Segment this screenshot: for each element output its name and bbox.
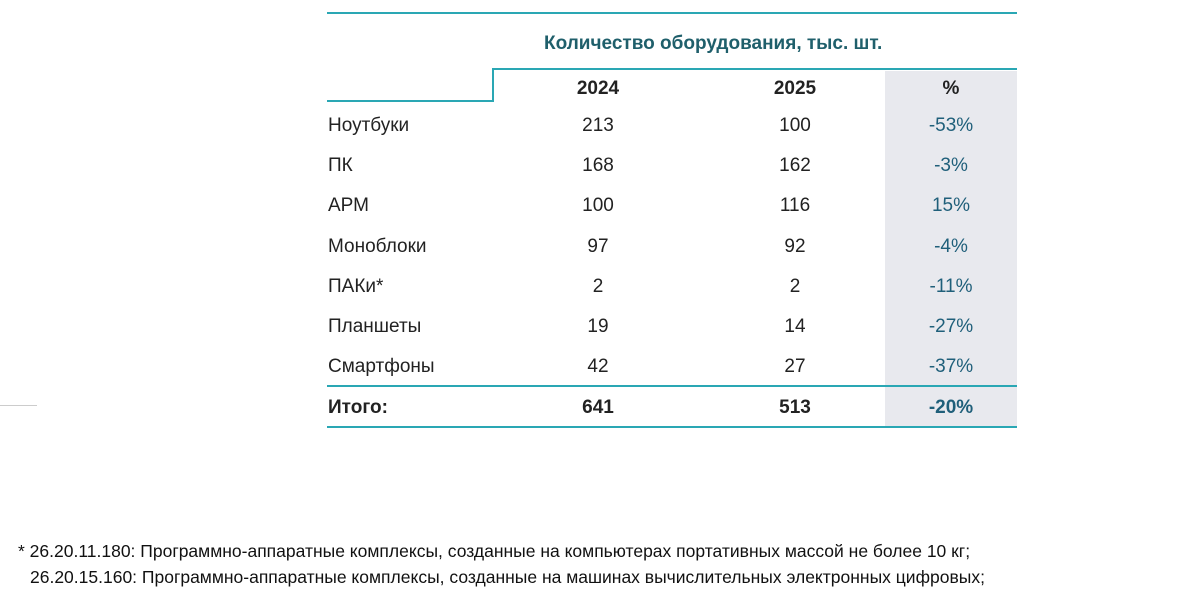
percent-column-bg (885, 71, 1017, 427)
cell-value: 2 (789, 275, 801, 297)
total-value: 641 (582, 397, 614, 418)
row-label: Смартфоны (328, 356, 435, 378)
row-label: Планшеты (328, 316, 422, 337)
table-title: Количество оборудования, тыс. шт. (544, 33, 883, 54)
bottom-rule (327, 426, 1017, 428)
cell-value: -53% (928, 115, 974, 136)
cell-value: -37% (928, 356, 974, 378)
cell-value: 19 (587, 316, 609, 337)
cell-value: 168 (582, 155, 614, 177)
header-rule-left (327, 100, 494, 102)
total-value: 513 (779, 397, 811, 418)
cell-value: -3% (934, 155, 968, 177)
cell-value: 116 (779, 195, 811, 217)
header-rule (493, 68, 1017, 70)
cell-value: -27% (928, 316, 974, 337)
total-value: -20% (928, 397, 974, 418)
cell-value: 27 (784, 356, 806, 378)
cell-value: 97 (587, 235, 609, 257)
cell-value: 100 (582, 195, 614, 217)
cell-value: 2 (592, 275, 604, 297)
column-header: 2025 (773, 78, 817, 99)
footnote-line: * 26.20.11.180: Программно-аппаратные ко… (18, 541, 971, 561)
row-label: Моноблоки (328, 235, 427, 257)
total-label: Итого: (328, 397, 388, 418)
header-divider (492, 68, 494, 102)
cell-value: 162 (779, 155, 811, 177)
cell-value: 100 (779, 115, 811, 136)
cell-value: 42 (587, 356, 609, 378)
cell-value: -11% (929, 275, 973, 297)
cell-value: 213 (582, 115, 614, 136)
row-label: Ноутбуки (328, 115, 410, 136)
row-label: АРМ (328, 195, 369, 217)
cell-value: 92 (784, 235, 806, 257)
total-rule (327, 385, 1017, 387)
cell-value: 14 (784, 316, 806, 337)
side-mark (0, 405, 37, 406)
row-label: ПК (328, 155, 353, 177)
top-rule (327, 12, 1017, 14)
footnote-line: 26.20.15.160: Программно-аппаратные комп… (30, 567, 985, 587)
column-header: % (942, 78, 960, 99)
cell-value: 15% (931, 195, 971, 217)
cell-value: -4% (934, 235, 968, 257)
row-label: ПАКи* (328, 275, 384, 297)
column-header: 2024 (576, 78, 620, 99)
